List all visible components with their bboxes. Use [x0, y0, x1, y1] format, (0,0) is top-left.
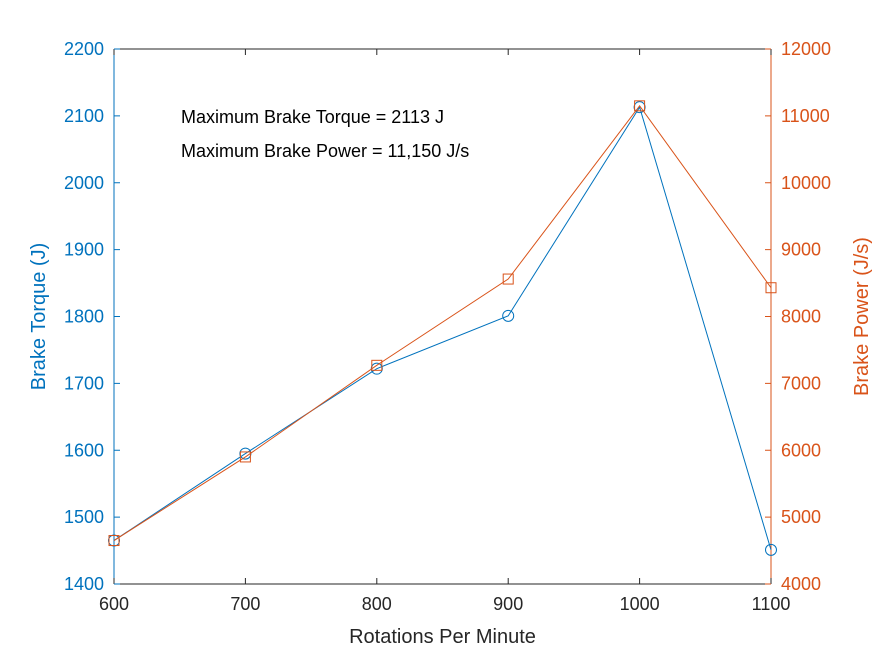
y-left-tick-label: 1600: [64, 440, 104, 460]
power-point: [765, 282, 777, 294]
torque-point: [502, 309, 515, 322]
torque-point: [765, 543, 777, 556]
y-right-tick-label: 6000: [781, 440, 821, 460]
x-axis-label: Rotations Per Minute: [349, 626, 536, 648]
y-left-tick-label: 1500: [64, 507, 104, 527]
torque-series-line: [113, 105, 772, 551]
y-right-tick-label: 4000: [781, 574, 821, 594]
x-tick-label: 900: [493, 594, 523, 614]
y-right-tick-label: 12000: [781, 39, 831, 59]
y-right-tick-label: 9000: [781, 240, 821, 260]
y-right-tick-label: 10000: [781, 173, 831, 193]
y-left-tick-label: 2200: [64, 39, 104, 59]
y-right-tick-label: 8000: [781, 307, 821, 327]
x-tick-label: 1000: [620, 594, 660, 614]
x-tick-label: 800: [362, 594, 392, 614]
x-tick-label: 600: [99, 594, 129, 614]
power-point: [634, 100, 646, 112]
y-right-tick-label: 11000: [781, 106, 830, 126]
annotation-max-torque: Maximum Brake Torque = 2113 J: [181, 107, 444, 127]
y-left-tick-label: 1400: [64, 574, 104, 594]
x-tick-label: 1100: [752, 594, 791, 614]
power-series-line: [113, 105, 772, 541]
y-left-tick-label: 2100: [64, 106, 104, 126]
power-point: [371, 359, 383, 371]
y-right-tick-label: 5000: [781, 507, 821, 527]
y-left-tick-label: 1700: [64, 373, 104, 393]
y-right-axis-label: Brake Power (J/s): [851, 237, 873, 396]
x-tick-label: 700: [230, 594, 260, 614]
power-point: [108, 535, 120, 547]
y-left-tick-label: 1800: [64, 307, 104, 327]
annotation-max-power: Maximum Brake Power = 11,150 J/s: [181, 141, 469, 161]
y-left-tick-label: 1900: [64, 240, 104, 260]
power-point: [502, 273, 514, 285]
power-point: [239, 451, 251, 463]
y-right-tick-label: 7000: [781, 373, 821, 393]
y-left-tick-label: 2000: [64, 173, 104, 193]
y-left-axis-label: Brake Torque (J): [28, 243, 50, 390]
